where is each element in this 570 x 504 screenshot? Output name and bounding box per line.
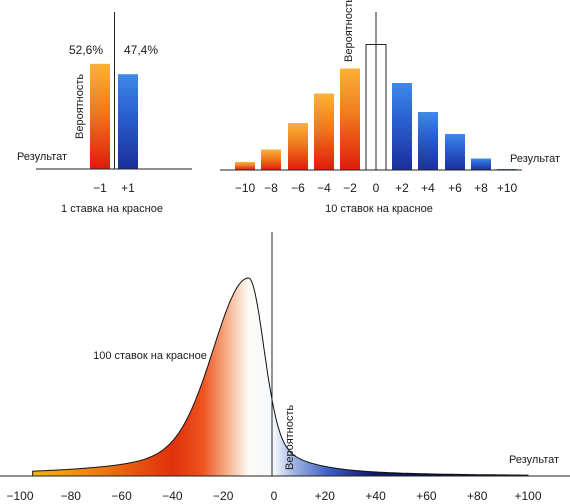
c3-tick-label: +80 — [467, 489, 488, 503]
c2-tick-label: +8 — [474, 181, 488, 195]
c1-xlabel: Результат — [17, 151, 67, 163]
c3-ylabel: Вероятность — [284, 405, 296, 470]
c1-tick-label: −1 — [93, 181, 107, 195]
c3-tick-label: +100 — [514, 489, 541, 503]
c2-ylabel: Вероятность — [343, 0, 355, 62]
chart-hundred-bets: Вероятность Результат 100 ставок на крас… — [0, 232, 570, 503]
c3-tick-label: −100 — [6, 489, 33, 503]
c2-tick-label: 0 — [373, 181, 380, 195]
c3-tick-label: +40 — [365, 489, 386, 503]
c2-tick-label: +2 — [395, 181, 409, 195]
c2-bar — [314, 93, 334, 170]
c3-tick-label: +20 — [315, 489, 336, 503]
c2-caption: 10 ставок на красное — [325, 203, 433, 215]
c2-bar — [261, 149, 281, 170]
c2-tick-label: −10 — [235, 181, 256, 195]
c3-caption: 100 ставок на красное — [93, 350, 207, 362]
c3-distribution-area — [32, 277, 529, 477]
c3-tick-label: −60 — [111, 489, 132, 503]
c1-bar — [118, 74, 138, 169]
c1-value-label: 47,4% — [124, 43, 158, 57]
c3-tick-label: +60 — [416, 489, 437, 503]
c3-tick-label: −80 — [61, 489, 82, 503]
c2-tick-label: +4 — [421, 181, 435, 195]
c1-ylabel: Вероятность — [74, 74, 86, 139]
c1-bar — [90, 63, 110, 169]
chart-single-bet: Вероятность Результат 1 ставка на красно… — [17, 12, 192, 215]
c1-tick-label: +1 — [121, 181, 135, 195]
c3-tick-label: 0 — [271, 489, 278, 503]
c3-xlabel: Результат — [509, 454, 559, 466]
c3-tick-label: −20 — [213, 489, 234, 503]
c2-bar — [471, 158, 491, 170]
c2-tick-label: +6 — [448, 181, 462, 195]
c2-bar — [288, 123, 308, 170]
c2-bar — [340, 68, 360, 170]
c2-bar — [418, 112, 438, 170]
c2-xlabel: Результат — [510, 153, 560, 165]
c2-bar — [235, 162, 255, 170]
c2-bar — [392, 83, 412, 170]
c2-tick-label: −8 — [264, 181, 278, 195]
c2-tick-label: −4 — [317, 181, 331, 195]
c1-value-label: 52,6% — [69, 43, 103, 57]
c2-tick-label: −6 — [291, 181, 305, 195]
c2-tick-label: +10 — [497, 181, 518, 195]
c1-caption: 1 ставка на красное — [61, 203, 163, 215]
c2-bar — [445, 134, 465, 170]
c3-tick-label: −40 — [162, 489, 183, 503]
c2-tick-label: −2 — [343, 181, 357, 195]
chart-ten-bets: Вероятность Результат 10 ставок на красн… — [220, 0, 560, 215]
